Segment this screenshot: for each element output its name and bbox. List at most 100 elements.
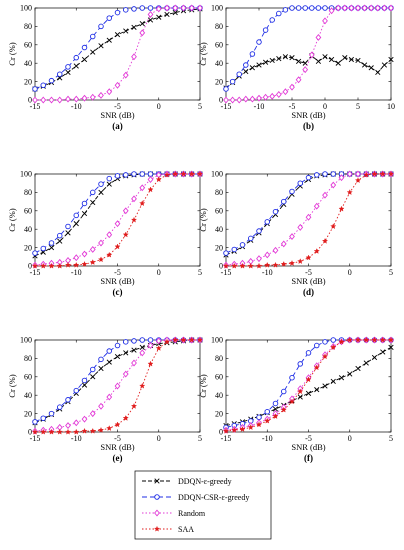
x-tick-label: 0 bbox=[348, 434, 352, 443]
legend-entry: SAA bbox=[142, 525, 194, 534]
data-point bbox=[98, 239, 104, 247]
x-tick-label: -10 bbox=[254, 102, 265, 111]
data-point bbox=[256, 62, 262, 68]
data-point bbox=[147, 17, 154, 23]
data-point bbox=[89, 245, 96, 253]
data-point bbox=[381, 62, 388, 68]
y-tick-label: 0 bbox=[219, 96, 223, 105]
data-point bbox=[289, 55, 295, 61]
chart-panel-f: -15 -10 -5 0 5 0 20 40 60 80 100 SNR (dB) Cr (%) (f) bbox=[198, 336, 395, 463]
y-tick-label: 20 bbox=[215, 77, 223, 86]
data-point bbox=[305, 390, 312, 396]
data-point bbox=[262, 27, 269, 33]
data-point bbox=[154, 494, 160, 500]
x-tick-label: -10 bbox=[262, 434, 273, 443]
data-point bbox=[114, 9, 121, 16]
data-point bbox=[97, 426, 105, 433]
data-point bbox=[222, 427, 230, 434]
data-point bbox=[361, 4, 368, 12]
data-point bbox=[57, 238, 63, 244]
data-point bbox=[280, 260, 287, 267]
data-point bbox=[388, 4, 394, 12]
legend-entry: DDQN-CSR-ε-greedy bbox=[142, 493, 249, 502]
data-point bbox=[172, 170, 179, 177]
data-point bbox=[281, 198, 287, 205]
data-point bbox=[106, 359, 112, 365]
data-point bbox=[231, 426, 238, 433]
y-tick-label: 100 bbox=[211, 170, 223, 179]
x-tick-label: -5 bbox=[305, 434, 312, 443]
data-point bbox=[256, 414, 262, 421]
data-point bbox=[106, 175, 112, 182]
data-point bbox=[314, 387, 320, 393]
data-point bbox=[130, 403, 138, 409]
data-point bbox=[65, 223, 71, 230]
data-point bbox=[89, 33, 96, 40]
data-point bbox=[98, 189, 104, 196]
data-point bbox=[371, 170, 378, 177]
data-point bbox=[322, 54, 328, 60]
y-tick-label: 20 bbox=[215, 243, 223, 252]
data-point bbox=[81, 377, 88, 384]
data-point bbox=[330, 223, 337, 230]
data-point bbox=[305, 376, 312, 383]
y-tick-label: 60 bbox=[24, 373, 32, 382]
legend-entry: DDQN-ε-greedy bbox=[142, 477, 232, 486]
y-tick-label: 80 bbox=[215, 188, 223, 197]
data-point bbox=[73, 387, 79, 394]
data-point bbox=[269, 17, 275, 23]
data-point bbox=[282, 88, 289, 96]
data-point bbox=[131, 171, 137, 177]
data-point bbox=[197, 4, 203, 12]
data-point bbox=[302, 60, 308, 66]
series-saa bbox=[31, 336, 204, 435]
series-random bbox=[223, 4, 394, 104]
data-point bbox=[114, 342, 121, 349]
legend-label: Random bbox=[178, 509, 206, 518]
x-tick-label: -5 bbox=[305, 268, 312, 277]
y-tick-label: 40 bbox=[24, 59, 32, 68]
data-point bbox=[305, 174, 312, 181]
data-point bbox=[363, 171, 370, 178]
x-tick-label: -15 bbox=[221, 268, 232, 277]
x-tick-label: 0 bbox=[157, 102, 161, 111]
data-point bbox=[131, 347, 137, 353]
data-point bbox=[297, 223, 304, 231]
data-point bbox=[89, 427, 96, 434]
y-tick-label: 20 bbox=[24, 77, 32, 86]
data-point bbox=[89, 93, 96, 101]
x-tick-label: 5 bbox=[389, 434, 393, 443]
data-point bbox=[188, 170, 195, 177]
data-point bbox=[272, 400, 279, 407]
data-point bbox=[236, 96, 243, 104]
data-point bbox=[256, 228, 262, 234]
y-tick-label: 60 bbox=[215, 207, 223, 216]
data-point bbox=[139, 337, 145, 343]
data-point bbox=[315, 58, 322, 64]
data-point bbox=[56, 262, 63, 269]
y-tick-label: 60 bbox=[215, 373, 223, 382]
data-point bbox=[114, 173, 121, 179]
data-point bbox=[276, 55, 282, 62]
data-point bbox=[249, 65, 256, 71]
data-point bbox=[305, 213, 312, 221]
data-point bbox=[40, 82, 47, 89]
y-tick-label: 100 bbox=[211, 4, 223, 13]
data-point bbox=[347, 371, 353, 377]
data-point bbox=[40, 262, 47, 269]
data-point bbox=[223, 96, 229, 104]
data-point bbox=[106, 15, 112, 21]
data-point bbox=[114, 243, 121, 250]
data-point bbox=[374, 4, 381, 12]
data-point bbox=[131, 53, 137, 61]
x-tick-label: -10 bbox=[71, 102, 82, 111]
chart-panel-e: -15 -10 -5 0 5 0 20 40 60 80 100 SNR (dB) Cr (%) (e) bbox=[7, 336, 204, 463]
y-axis-label: Cr (%) bbox=[198, 208, 208, 232]
data-point bbox=[387, 170, 395, 177]
data-point bbox=[379, 336, 386, 343]
data-point bbox=[305, 350, 312, 356]
panel-label: (e) bbox=[113, 453, 123, 463]
data-point bbox=[223, 86, 229, 92]
legend-sample bbox=[142, 509, 172, 517]
